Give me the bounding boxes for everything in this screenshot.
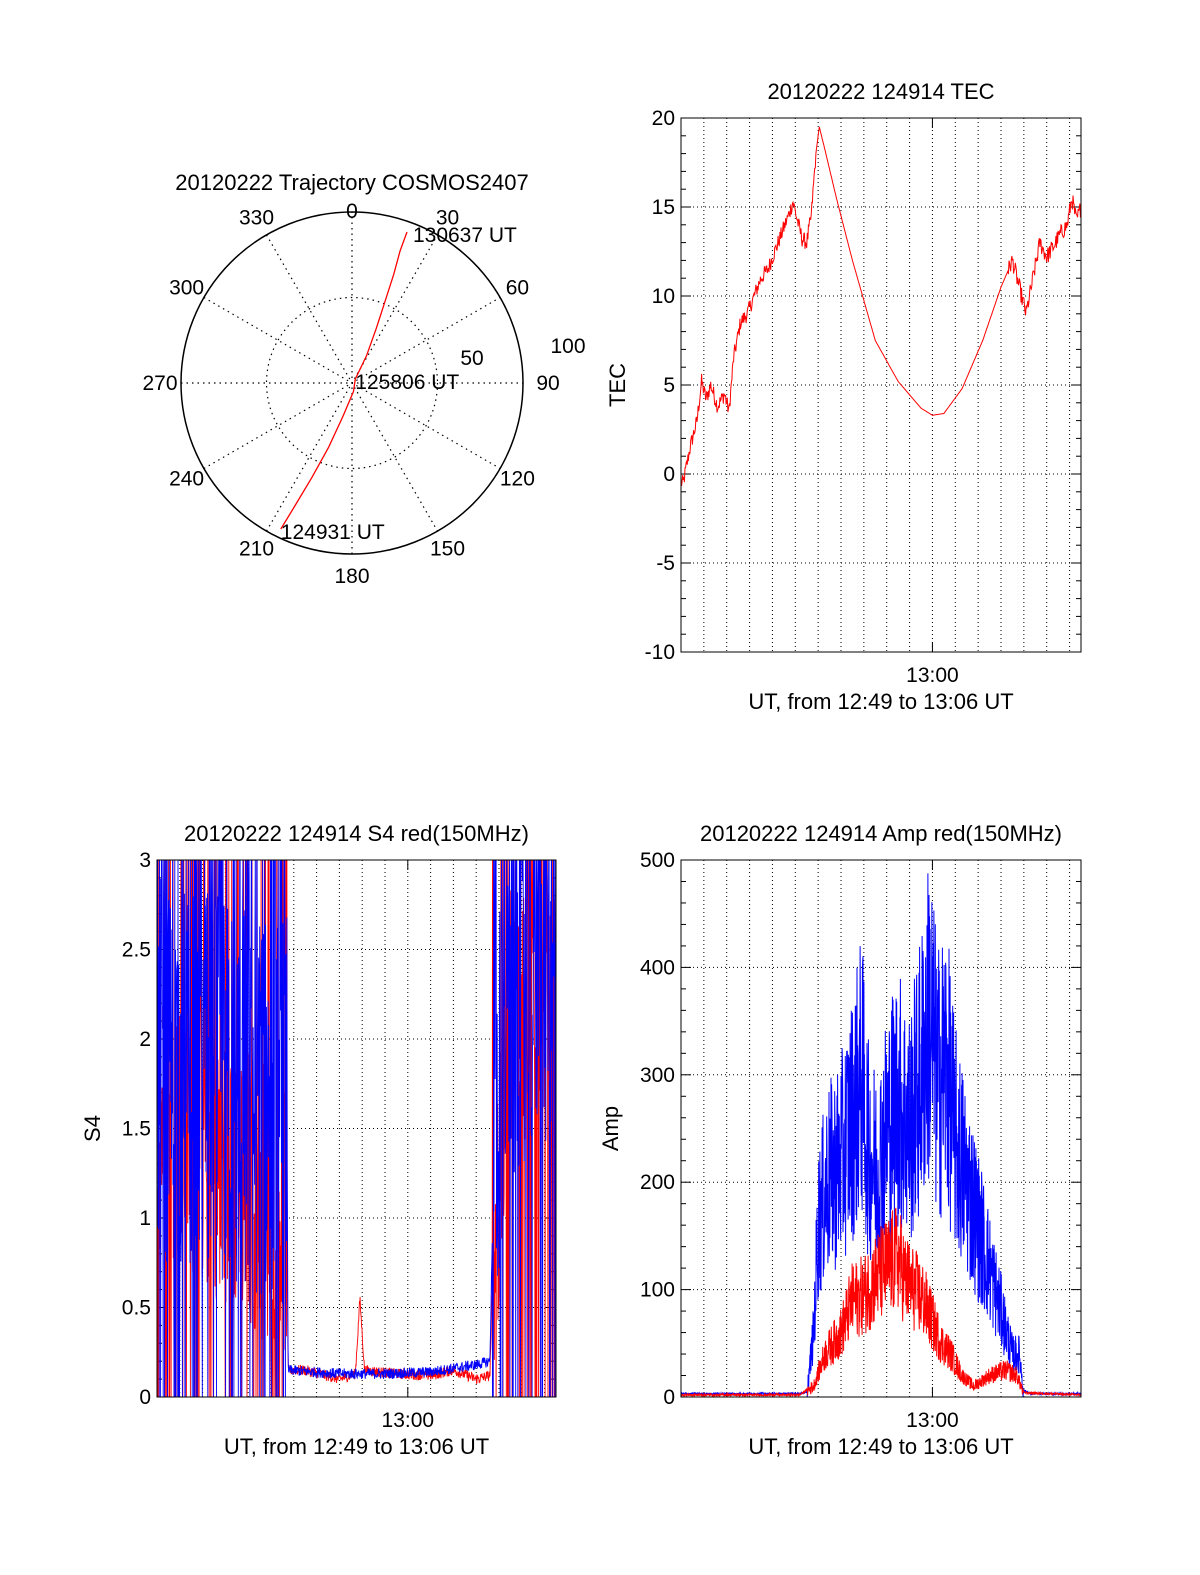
- y-tick-label: 0: [663, 463, 675, 486]
- x-tick-label: 13:00: [906, 1409, 959, 1432]
- x-axis-label: UT, from 12:49 to 13:06 UT: [748, 689, 1013, 714]
- data-series-red: [681, 1207, 1081, 1397]
- polar-ring-label: 100: [550, 335, 585, 358]
- y-tick-label: 10: [652, 285, 675, 308]
- polar-angle-label: 240: [169, 468, 204, 491]
- trajectory-polar-chart: 20120222 Trajectory COSMOS2407 0 30 60 90 120…: [142, 170, 585, 588]
- data-series-blue: [157, 860, 556, 1397]
- polar-angle-label: 300: [169, 277, 204, 300]
- y-tick-label: 2.5: [122, 939, 151, 962]
- trajectory-line: [280, 231, 408, 530]
- data-series-blue: [681, 873, 1081, 1397]
- y-tick-label: 2: [139, 1028, 151, 1051]
- polar-spoke: [265, 234, 439, 532]
- y-tick-label: -10: [645, 641, 675, 664]
- chart-title: 20120222 124914 Amp red(150MHz): [700, 821, 1062, 846]
- polar-angle-label: 60: [506, 277, 529, 300]
- polar-angle-label: 90: [536, 372, 559, 395]
- y-axis-label: S4: [80, 1115, 105, 1142]
- y-tick-label: 100: [640, 1279, 675, 1302]
- data-series-red: [157, 860, 556, 1397]
- y-tick-label: 5: [663, 374, 675, 397]
- polar-angle-label: 270: [142, 372, 177, 395]
- amp-line-chart: 20120222 124914 Amp red(150MHz) 500 400 300…: [598, 821, 1082, 1459]
- y-tick-label: 0: [663, 1386, 675, 1409]
- y-tick-label: 200: [640, 1171, 675, 1194]
- polar-ring-label: 50: [460, 347, 483, 370]
- y-axis-label: Amp: [598, 1106, 623, 1151]
- chart-title: 20120222 Trajectory COSMOS2407: [175, 170, 528, 195]
- polar-angle-label: 150: [430, 537, 465, 560]
- plot-frame: [680, 117, 1082, 653]
- y-tick-label: 1: [139, 1207, 151, 1230]
- data-series-red: [681, 126, 1081, 487]
- y-tick-label: 1.5: [122, 1118, 151, 1141]
- y-tick-label: 300: [640, 1064, 675, 1087]
- y-tick-label: 500: [640, 849, 675, 872]
- tec-line-chart: 20120222 124914 TEC 20 15 10 5 0 -5 -10 13:00UT,…: [605, 79, 1082, 714]
- y-axis-label: TEC: [605, 363, 630, 407]
- trajectory-time-label: 130637 UT: [413, 224, 517, 247]
- plot-frame: [680, 859, 1082, 1398]
- y-tick-label: 15: [652, 196, 675, 219]
- polar-angle-label: 120: [500, 468, 535, 491]
- y-tick-label: 0: [139, 1386, 151, 1409]
- y-tick-label: 3: [139, 849, 151, 872]
- x-axis-label: UT, from 12:49 to 13:06 UT: [224, 1434, 489, 1459]
- polar-angle-label: 30: [436, 207, 459, 230]
- s4-line-chart: 20120222 124914 S4 red(150MHz) 3 2.5 2 1.5 1 0…: [80, 821, 557, 1459]
- x-axis-label: UT, from 12:49 to 13:06 UT: [748, 1434, 1013, 1459]
- chart-title: 20120222 124914 S4 red(150MHz): [184, 821, 529, 846]
- polar-angle-label: 180: [334, 565, 369, 588]
- polar-angle-label: 0: [346, 200, 358, 223]
- polar-angle-label: 330: [239, 207, 274, 230]
- trajectory-time-label: 125806 UT: [355, 371, 459, 394]
- y-tick-label: 400: [640, 956, 675, 979]
- chart-title: 20120222 124914 TEC: [767, 79, 994, 104]
- y-tick-label: 20: [652, 107, 675, 130]
- plot-frame: [156, 859, 557, 1398]
- x-tick-label: 13:00: [382, 1409, 435, 1432]
- polar-inner-ring: [265, 296, 439, 470]
- trajectory-time-label: 124931 UT: [281, 521, 385, 544]
- polar-angle-label: 210: [239, 537, 274, 560]
- y-tick-label: 0.5: [122, 1297, 151, 1320]
- x-tick-label: 13:00: [906, 664, 959, 687]
- y-tick-label: -5: [656, 552, 675, 575]
